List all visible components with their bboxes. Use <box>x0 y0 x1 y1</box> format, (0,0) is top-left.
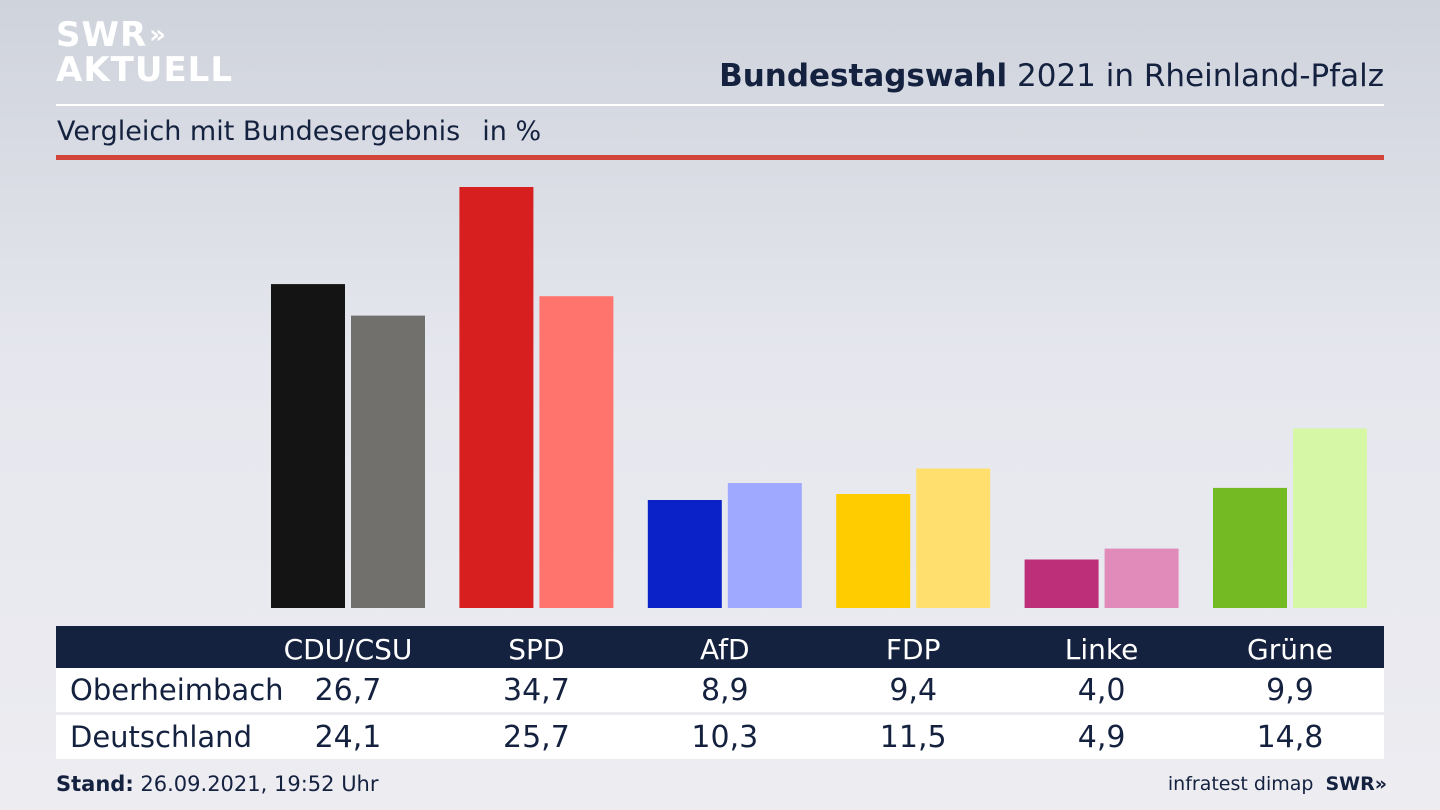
table-value-cell: 9,9 <box>1266 672 1314 708</box>
bar-linke-national <box>1104 548 1179 608</box>
swr-aktuell-logo: SWR» AKTUELL <box>56 18 233 88</box>
unit-label: in % <box>482 116 542 147</box>
table-value-cell: 8,9 <box>700 672 749 708</box>
header-divider <box>56 104 1384 106</box>
swr-brand-text: SWR <box>1325 773 1375 795</box>
table-header-cell: SPD <box>508 632 565 666</box>
table-header-cell: FDP <box>885 632 941 666</box>
results-table: CDU/CSU SPD AfD FDP Linke Grüne Oberheimbach … <box>56 626 1384 759</box>
logo-arrows-icon: » <box>149 20 166 50</box>
subtitle-text: Vergleich mit Bundesergebnis <box>57 116 461 147</box>
table-value-cell: 10,3 <box>691 719 759 755</box>
bar-gr-ne-national <box>1293 428 1367 608</box>
table-value-cell: 9,4 <box>889 672 938 708</box>
subtitle-divider <box>56 155 1384 160</box>
row-label: Oberheimbach <box>70 673 284 707</box>
table-value-cell: 26,7 <box>314 672 382 708</box>
table-value-cell: 4,0 <box>1077 672 1126 708</box>
table-value-cell: 11,5 <box>879 719 947 755</box>
title-rest: 2021 in Rheinland-Pfalz <box>1017 58 1384 94</box>
title-bold: Bundestagswahl <box>719 58 1008 94</box>
table-header-cell: CDU/CSU <box>283 632 413 666</box>
table-value-cell: 34,7 <box>502 672 570 708</box>
bar-chart <box>271 187 1367 608</box>
table-value-cell: 25,7 <box>502 719 570 755</box>
table-header-cell: Grüne <box>1247 632 1333 666</box>
table-value-cell: 4,9 <box>1077 719 1126 755</box>
bar-cdu-csu-local <box>271 284 345 608</box>
page-title: Bundestagswahl 2021 in Rheinland-Pfalz <box>719 58 1384 94</box>
bar-afd-national <box>727 483 802 608</box>
bar-gr-ne-local <box>1213 487 1287 608</box>
footer-credits: infratest dimap SWR» <box>1167 773 1387 795</box>
stand-value: 26.09.2021, 19:52 Uhr <box>140 772 379 796</box>
logo-line-2: AKTUELL <box>56 50 234 90</box>
swr-arrows-icon: » <box>1374 773 1387 795</box>
chart-subtitle: Vergleich mit Bundesergebnis in % <box>57 116 541 147</box>
bar-afd-local <box>647 500 722 608</box>
logo-line-1: SWR» <box>56 18 233 53</box>
table-header-row: CDU/CSU SPD AfD FDP Linke Grüne <box>56 626 1384 668</box>
logo-swr-text: SWR <box>56 15 148 55</box>
bar-fdp-local <box>836 494 911 608</box>
bar-spd-national <box>539 296 614 608</box>
swr-logo-small: SWR» <box>1325 773 1387 795</box>
table-row: Deutschland 24,1 25,7 10,3 11,5 4,9 14,8 <box>56 715 1384 759</box>
bar-spd-local <box>459 187 534 608</box>
table-value-cell: 24,1 <box>314 719 382 755</box>
row-label: Deutschland <box>70 720 252 754</box>
table-header-cell: AfD <box>700 632 750 666</box>
bar-cdu-csu-national <box>351 315 425 608</box>
timestamp: Stand: 26.09.2021, 19:52 Uhr <box>56 772 379 796</box>
source-label: infratest dimap <box>1167 773 1314 795</box>
bar-linke-local <box>1024 559 1099 608</box>
stand-label: Stand: <box>56 772 134 796</box>
bar-fdp-national <box>916 468 991 608</box>
table-row: Oberheimbach 26,7 34,7 8,9 9,4 4,0 9,9 <box>56 668 1384 712</box>
table-header-cell: Linke <box>1064 632 1139 666</box>
table-value-cell: 14,8 <box>1256 719 1324 755</box>
